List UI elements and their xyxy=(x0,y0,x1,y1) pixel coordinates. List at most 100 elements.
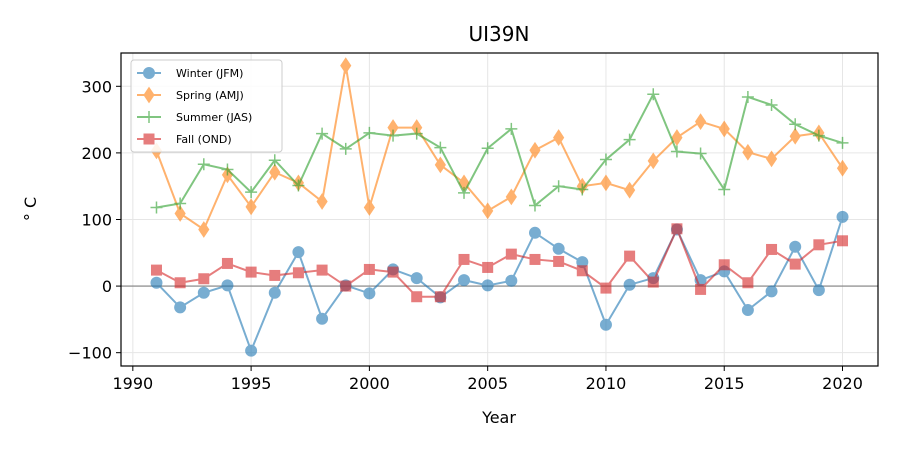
data-point xyxy=(694,147,707,160)
data-point xyxy=(836,136,849,149)
data-point xyxy=(292,179,305,192)
data-point xyxy=(363,287,376,300)
data-point xyxy=(339,142,352,155)
data-point xyxy=(836,159,849,177)
data-point xyxy=(812,129,825,142)
series-3 xyxy=(150,223,849,303)
y-tick-label: −100 xyxy=(68,344,112,363)
data-point xyxy=(410,272,423,285)
data-point xyxy=(529,141,541,159)
data-point xyxy=(742,143,754,161)
data-point xyxy=(143,67,155,79)
y-axis: −100 0 100 200 300 xyxy=(68,77,121,363)
data-point xyxy=(765,150,778,168)
data-point xyxy=(505,248,517,260)
data-point xyxy=(481,279,494,292)
series-layer xyxy=(150,57,849,357)
legend-label: Fall (OND) xyxy=(176,133,232,146)
data-point xyxy=(174,205,186,222)
data-point xyxy=(741,304,754,317)
y-tick-label: 200 xyxy=(81,144,112,163)
x-tick-label: 2015 xyxy=(704,374,745,393)
y-axis-label: ° C xyxy=(21,197,40,221)
data-point xyxy=(529,253,541,265)
data-point xyxy=(695,283,707,295)
y-tick-label: 300 xyxy=(81,77,112,96)
data-point xyxy=(624,181,636,199)
data-point xyxy=(143,133,155,145)
data-point xyxy=(150,276,163,289)
data-point xyxy=(268,286,281,299)
legend-swatch xyxy=(137,86,161,104)
data-point xyxy=(198,221,210,238)
data-point xyxy=(482,202,494,220)
x-tick-label: 1995 xyxy=(231,374,272,393)
data-point xyxy=(340,280,352,292)
y-tick-label: 100 xyxy=(81,210,112,229)
series-line xyxy=(155,65,844,231)
x-axis-label: Year xyxy=(481,408,516,427)
data-point xyxy=(150,201,163,214)
data-point xyxy=(694,113,707,130)
data-point xyxy=(340,57,352,75)
y-tick-label: 0 xyxy=(102,277,112,296)
data-point xyxy=(387,266,399,278)
data-point xyxy=(316,193,328,210)
x-tick-label: 2005 xyxy=(467,374,508,393)
data-point xyxy=(221,279,234,292)
x-tick-label: 2020 xyxy=(822,374,863,393)
data-point xyxy=(837,235,849,247)
data-point xyxy=(434,141,447,154)
data-point xyxy=(718,183,731,196)
data-point xyxy=(316,312,329,325)
data-point xyxy=(553,129,565,146)
data-point xyxy=(671,129,683,146)
data-point xyxy=(198,273,210,285)
data-point xyxy=(482,261,494,273)
data-point xyxy=(647,276,659,288)
legend-swatch xyxy=(137,67,161,79)
data-point xyxy=(552,242,565,255)
data-point xyxy=(671,223,683,235)
data-point xyxy=(670,145,683,158)
data-point xyxy=(458,186,471,199)
data-point xyxy=(623,278,636,291)
data-point xyxy=(174,301,187,314)
x-axis: 1990 1995 2000 2005 2010 2015 2020 xyxy=(112,366,863,393)
data-point xyxy=(411,291,423,303)
data-point xyxy=(221,257,233,269)
x-tick-label: 2000 xyxy=(349,374,390,393)
data-point xyxy=(292,267,304,279)
data-point xyxy=(292,246,305,259)
data-point xyxy=(245,186,258,199)
data-point xyxy=(363,199,375,216)
data-point xyxy=(150,264,162,276)
data-point xyxy=(434,291,446,303)
data-point xyxy=(245,198,257,216)
data-point xyxy=(197,286,210,299)
data-point xyxy=(600,174,612,192)
data-point xyxy=(647,88,660,101)
data-point xyxy=(505,274,518,287)
data-point xyxy=(458,253,470,265)
data-point xyxy=(197,158,210,171)
x-tick-label: 2010 xyxy=(586,374,627,393)
data-point xyxy=(789,118,802,131)
data-point xyxy=(174,197,187,210)
data-point xyxy=(789,258,801,270)
data-point xyxy=(766,243,778,255)
data-point xyxy=(742,277,754,289)
data-point xyxy=(245,344,258,357)
data-point xyxy=(599,318,612,331)
data-point xyxy=(789,127,801,145)
data-point xyxy=(269,163,281,181)
data-point xyxy=(505,188,517,206)
data-point xyxy=(143,111,155,123)
data-point xyxy=(600,282,612,294)
data-point xyxy=(505,122,518,135)
data-point xyxy=(410,127,423,140)
data-point xyxy=(647,152,659,170)
data-point xyxy=(813,239,825,251)
data-point xyxy=(363,263,375,275)
